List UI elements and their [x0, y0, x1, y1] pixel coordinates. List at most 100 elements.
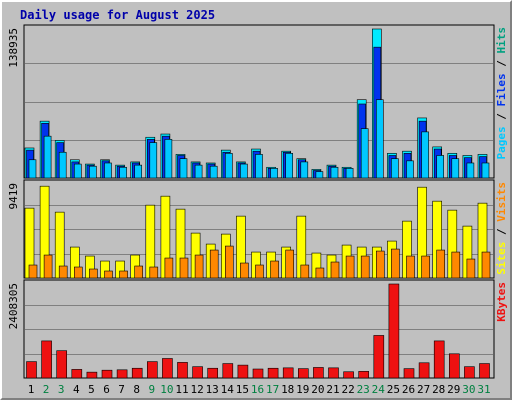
- day-label-5: 5: [88, 383, 95, 396]
- bar-visits-day-2: [43, 254, 53, 279]
- bar-visits-day-10: [164, 257, 174, 279]
- bar-visits-day-19: [300, 264, 310, 279]
- day-label-25: 25: [387, 383, 400, 396]
- bar-kbytes-day-30: [464, 366, 475, 379]
- day-label-19: 19: [296, 383, 309, 396]
- bar-pages-day-1: [28, 159, 37, 179]
- bar-visits-day-9: [149, 266, 159, 279]
- day-label-24: 24: [372, 383, 386, 396]
- bar-pages-day-12: [194, 164, 203, 179]
- bar-kbytes-day-27: [418, 362, 430, 379]
- day-label-17: 17: [266, 383, 279, 396]
- bar-kbytes-day-19: [297, 368, 309, 379]
- bar-visits-day-7: [119, 270, 128, 279]
- bar-kbytes-day-13: [207, 367, 218, 379]
- bar-kbytes-day-22: [343, 371, 354, 379]
- day-label-13: 13: [206, 383, 219, 396]
- day-label-20: 20: [311, 383, 324, 396]
- bar-visits-day-26: [406, 255, 415, 279]
- visits-ymax-label: 9419: [7, 183, 20, 210]
- day-label-27: 27: [417, 383, 430, 396]
- bar-visits-day-3: [58, 265, 68, 279]
- bar-kbytes-day-3: [56, 350, 68, 379]
- chart-title: Daily usage for August 2025: [20, 8, 215, 22]
- bar-kbytes-day-6: [101, 369, 113, 379]
- bar-kbytes-day-2: [41, 340, 52, 379]
- bar-visits-day-23: [360, 255, 370, 279]
- bar-kbytes-day-15: [237, 364, 249, 379]
- legend-part: Visits: [495, 182, 508, 222]
- bar-kbytes-day-24: [373, 335, 385, 379]
- day-label-2: 2: [43, 383, 50, 396]
- bar-visits-day-28: [436, 249, 446, 279]
- day-label-18: 18: [281, 383, 294, 396]
- bar-kbytes-day-26: [403, 368, 415, 379]
- bar-pages-day-28: [436, 155, 445, 179]
- bar-pages-day-7: [119, 166, 127, 179]
- bar-visits-day-8: [134, 265, 143, 279]
- legend-part: /: [495, 107, 508, 127]
- bar-visits-day-29: [451, 251, 461, 279]
- bar-kbytes-day-4: [71, 369, 83, 379]
- day-label-31: 31: [477, 383, 490, 396]
- bar-kbytes-day-9: [147, 361, 158, 379]
- bar-pages-day-9: [149, 142, 158, 179]
- bar-pages-day-5: [89, 165, 97, 179]
- bar-pages-day-25: [391, 158, 399, 179]
- bar-kbytes-day-1: [26, 361, 37, 379]
- day-label-22: 22: [341, 383, 354, 396]
- legend-part: /: [495, 54, 508, 74]
- bar-kbytes-day-8: [131, 367, 143, 379]
- bar-visits-day-13: [209, 249, 219, 279]
- bar-pages-day-19: [300, 161, 309, 179]
- bar-visits-day-11: [179, 257, 189, 279]
- bar-kbytes-day-21: [328, 367, 339, 379]
- bar-pages-day-15: [240, 163, 248, 179]
- legend-part: Pages: [495, 126, 508, 159]
- legend-part: Hits: [495, 27, 508, 54]
- bar-kbytes-day-18: [282, 367, 294, 379]
- bar-pages-day-27: [421, 131, 429, 179]
- bar-pages-day-6: [104, 162, 112, 179]
- day-label-30: 30: [462, 383, 475, 396]
- bar-visits-day-24: [375, 250, 385, 279]
- visits-legend: Sites / Visits: [495, 182, 508, 275]
- bar-pages-day-11: [179, 158, 188, 179]
- legend-part: Files: [495, 73, 508, 106]
- day-label-8: 8: [133, 383, 140, 396]
- bar-pages-day-10: [164, 139, 173, 179]
- bar-visits-day-25: [391, 248, 400, 279]
- bar-pages-day-20: [315, 171, 324, 179]
- bar-visits-day-27: [421, 255, 430, 279]
- day-label-26: 26: [402, 383, 415, 396]
- day-label-28: 28: [432, 383, 445, 396]
- bar-kbytes-day-12: [192, 366, 203, 379]
- bar-kbytes-day-31: [479, 363, 490, 379]
- bar-visits-day-5: [89, 268, 98, 279]
- day-label-10: 10: [160, 383, 173, 396]
- kbytes-ymax-label: 2408305: [7, 283, 20, 329]
- bar-pages-day-3: [58, 151, 67, 179]
- bar-visits-day-22: [345, 255, 355, 279]
- day-label-12: 12: [190, 383, 203, 396]
- day-label-6: 6: [103, 383, 110, 396]
- legend-part: Sites: [495, 242, 508, 275]
- bar-kbytes-day-28: [433, 340, 445, 379]
- bar-kbytes-day-7: [116, 369, 128, 379]
- bar-pages-day-16: [255, 154, 263, 179]
- day-label-14: 14: [221, 383, 235, 396]
- day-label-9: 9: [148, 383, 155, 396]
- day-label-4: 4: [73, 383, 80, 396]
- bar-kbytes-day-16: [252, 368, 264, 379]
- day-label-7: 7: [118, 383, 125, 396]
- bar-visits-day-1: [28, 264, 38, 279]
- bar-pages-day-22: [345, 168, 354, 179]
- bar-visits-day-17: [270, 260, 279, 279]
- bar-pages-day-30: [466, 162, 475, 179]
- bar-pages-day-21: [330, 166, 339, 179]
- bar-pages-day-26: [406, 160, 414, 179]
- bar-pages-day-2: [43, 135, 52, 179]
- bar-kbytes-day-14: [222, 363, 234, 379]
- bar-visits-day-20: [315, 267, 325, 279]
